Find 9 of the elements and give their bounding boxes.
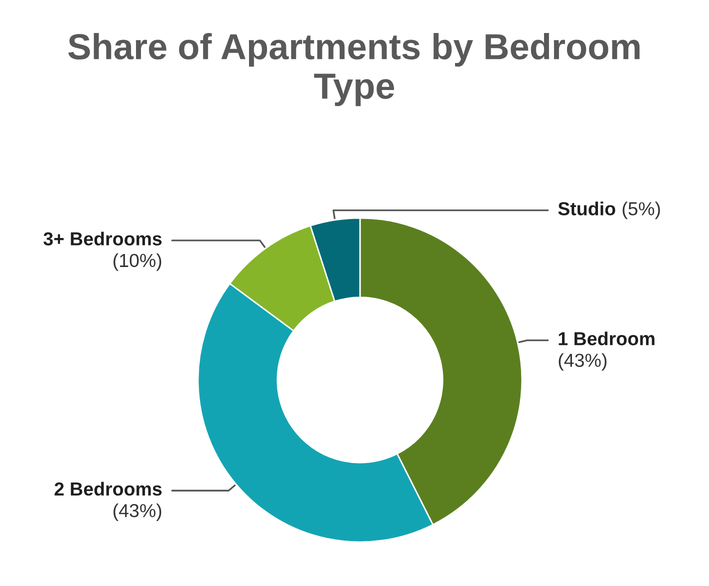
slice-label: 2 Bedrooms — [54, 482, 162, 496]
slice-label: 1 Bedroom — [558, 332, 654, 346]
data-label: (5%) — [622, 202, 660, 220]
data-label: (43%) — [114, 504, 162, 521]
slice-label: Studio — [558, 202, 616, 216]
data-label: (43%) — [558, 353, 606, 371]
slice-label: 3+ Bedrooms — [43, 232, 162, 246]
chart-title: Share of Apartments by Bedroom Type — [68, 33, 640, 106]
data-label: (10%) — [114, 253, 162, 271]
